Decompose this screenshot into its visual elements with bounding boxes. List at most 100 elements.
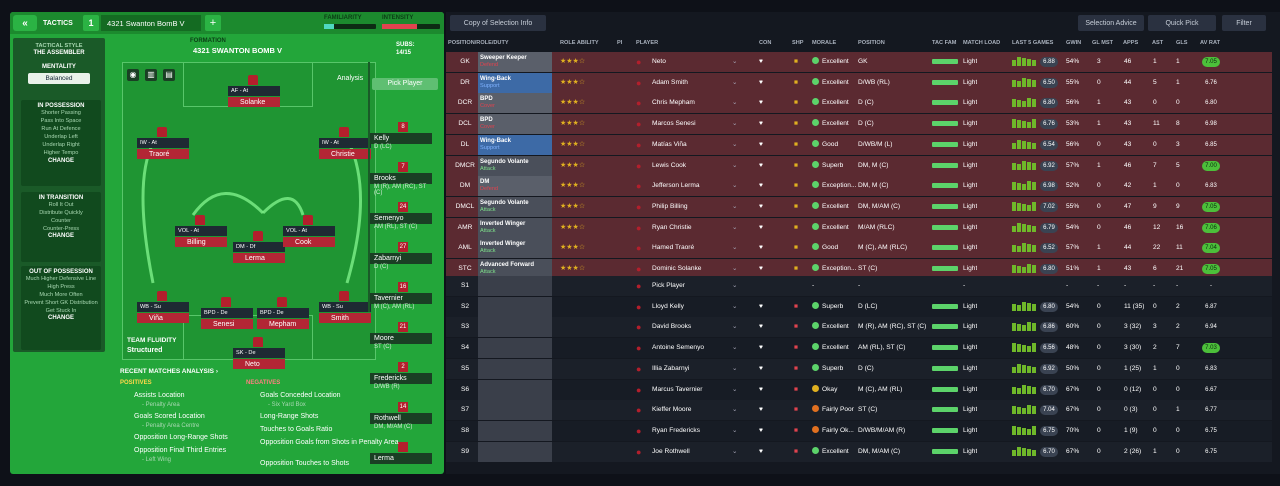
pitch-player-name[interactable]: Viña (137, 313, 189, 323)
table-row[interactable]: S5 ● Illia Zabarnyi ⌄ ♥ ■ Superb D (C) Light 6.92… (446, 358, 1272, 379)
column-header[interactable]: CON (759, 40, 772, 46)
instructions-view-icon[interactable]: ▤ (163, 69, 175, 81)
role-select[interactable]: Advanced Forward Attack (478, 259, 552, 279)
table-row[interactable]: S8 ● Ryan Fredericks ⌄ ♥ ■ Fairly Ok... D/WB/M/… (446, 420, 1272, 441)
out-of-possession-change-button[interactable]: CHANGE (47, 315, 74, 322)
column-header[interactable]: MATCH LOAD (963, 40, 1001, 46)
player-name[interactable]: Marcus Tavernier (652, 385, 703, 393)
tactical-style-value[interactable]: THE ASSEMBLER (33, 50, 85, 56)
pitch-player-name[interactable]: Solanke (228, 97, 280, 107)
player-name[interactable]: Chris Mepham (652, 99, 695, 107)
bench-player[interactable]: 14 Rothwell DM, M/AM (C) (370, 402, 436, 430)
bench-player[interactable]: 21 Moore ST (C) (370, 322, 436, 350)
table-row[interactable]: STC Advanced Forward Attack ★★★☆ ● Dominic So… (446, 259, 1272, 279)
tactic-select[interactable]: 4321 Swanton BomB V (101, 15, 201, 31)
pitch-player-card[interactable]: AF - At Solanke (228, 86, 280, 108)
analysis-toggle[interactable]: Analysis (337, 75, 364, 82)
column-header[interactable]: GWIN (1066, 40, 1082, 46)
pitch-player-role[interactable]: BPD - De (201, 308, 253, 318)
pitch-player-role[interactable]: IW - At (137, 138, 189, 148)
view-select[interactable]: Copy of Selection Info (450, 15, 546, 31)
column-header[interactable]: GL MST (1092, 40, 1114, 46)
bench-player-name[interactable]: Moore (370, 333, 432, 344)
player-select-chevron-icon[interactable]: ⌄ (732, 426, 738, 434)
bench-player-name[interactable]: Brooks (370, 173, 432, 184)
back-button[interactable]: « (13, 15, 37, 31)
pitch-player-card[interactable]: IW - At Christie (319, 138, 371, 160)
table-row[interactable]: S6 ● Marcus Tavernier ⌄ ♥ ■ Okay M (C), AM (RL)… (446, 379, 1272, 400)
table-row[interactable]: S1 ● Pick Player ⌄ - - - - - - - - - (446, 276, 1272, 296)
role-select[interactable]: Segundo Volante Attack (478, 196, 552, 217)
player-name[interactable]: Kieffer Moore (652, 406, 692, 414)
role-select[interactable]: Segundo Volante Attack (478, 155, 552, 176)
table-row[interactable]: DCR BPD Cover ★★★☆ ● Chris Mepham ⌄ ♥ ■ Excellent… (446, 93, 1272, 114)
pick-player-select[interactable]: Pick Player (372, 78, 438, 90)
bench-player[interactable]: 2 Fredericks D/WB (R) (370, 362, 436, 390)
selection-advice-button[interactable]: Selection Advice (1078, 15, 1144, 31)
pitch-player-name[interactable]: Smith (319, 313, 371, 323)
player-select-chevron-icon[interactable]: ⌄ (732, 120, 738, 128)
pitch-player-name[interactable]: Billing (175, 237, 227, 247)
column-header[interactable]: AV RAT (1200, 40, 1220, 46)
table-row[interactable]: AML Inverted Winger Attack ★★★☆ ● Hamed Traor… (446, 238, 1272, 259)
player-select-chevron-icon[interactable]: ⌄ (732, 78, 738, 86)
player-name[interactable]: Jefferson Lerma (652, 182, 700, 190)
role-select[interactable]: BPD Cover (478, 114, 552, 135)
table-row[interactable]: DCL BPD Cover ★★★☆ ● Marcos Senesi ⌄ ♥ ■ Excellen… (446, 114, 1272, 135)
player-select-chevron-icon[interactable]: ⌄ (732, 406, 738, 414)
pitch-player-card[interactable]: DM - Df Lerma (233, 242, 285, 264)
role-select[interactable]: DM Defend (478, 176, 552, 197)
table-row[interactable]: AMR Inverted Winger Attack ★★★☆ ● Ryan Christ… (446, 217, 1272, 238)
in-transition-change-button[interactable]: CHANGE (47, 233, 74, 240)
player-name[interactable]: Lloyd Kelly (652, 302, 684, 310)
player-select-chevron-icon[interactable]: ⌄ (732, 99, 738, 107)
pitch-player-card[interactable]: WB - Su Viña (137, 302, 189, 324)
column-header[interactable]: AST (1152, 40, 1164, 46)
pitch-player-role[interactable]: AF - At (228, 86, 280, 96)
column-header[interactable]: LAST 5 GAMES (1012, 40, 1054, 46)
player-name[interactable]: Illia Zabarnyi (652, 364, 690, 372)
player-select-chevron-icon[interactable]: ⌄ (732, 364, 738, 372)
table-row[interactable]: DM DM Defend ★★★☆ ● Jefferson Lerma ⌄ ♥ ■ Excepti… (446, 176, 1272, 197)
bench-player[interactable]: 8 Kelly D (LC) (370, 122, 436, 150)
pitch-player-card[interactable]: SK - De Neto (233, 348, 285, 370)
player-name[interactable]: Adam Smith (652, 78, 688, 86)
pitch-player-card[interactable]: IW - At Traoré (137, 138, 189, 160)
in-possession-change-button[interactable]: CHANGE (47, 157, 74, 164)
player-name[interactable]: Lewis Cook (652, 161, 687, 169)
role-select[interactable]: Inverted Winger Attack (478, 238, 552, 259)
player-name[interactable]: Joe Rothwell (652, 447, 690, 455)
player-name[interactable]: David Brooks (652, 323, 692, 331)
pitch-player-card[interactable]: BPD - De Mepham (257, 308, 309, 330)
column-header[interactable]: PI (617, 40, 623, 46)
table-row[interactable]: S2 ● Lloyd Kelly ⌄ ♥ ■ Superb D (LC) Light 6.80 54… (446, 296, 1272, 317)
pitch-player-card[interactable]: WB - Su Smith (319, 302, 371, 324)
table-row[interactable]: DMCL Segundo Volante Attack ★★★☆ ● Philip Bil… (446, 196, 1272, 217)
player-select-chevron-icon[interactable]: ⌄ (732, 282, 738, 289)
player-select-chevron-icon[interactable]: ⌄ (732, 265, 738, 272)
pitch-player-role[interactable]: BPD - De (257, 308, 309, 318)
column-header[interactable]: TAC FAM (932, 40, 957, 46)
player-name[interactable]: Marcos Senesi (652, 120, 696, 128)
table-row[interactable]: DL Wing-Back Support ★★★☆ ● Matías Viña ⌄ ♥ ■ Goo… (446, 134, 1272, 155)
pitch-player-card[interactable]: VOL - At Cook (283, 226, 335, 248)
player-name[interactable]: Philip Billing (652, 202, 688, 210)
column-header[interactable]: POSITION (858, 40, 885, 46)
column-header[interactable]: SHP (792, 40, 804, 46)
bench-scrollbar[interactable] (368, 62, 370, 312)
player-name[interactable]: Ryan Fredericks (652, 426, 701, 434)
bench-player[interactable]: 16 Tavernier M (C), AM (RL) (370, 282, 436, 310)
bench-player[interactable]: Lerma (370, 442, 436, 464)
player-select-chevron-icon[interactable]: ⌄ (732, 182, 738, 190)
pitch-player-role[interactable]: WB - Su (319, 302, 371, 312)
player-select-chevron-icon[interactable]: ⌄ (732, 344, 738, 352)
pitch-player-card[interactable]: BPD - De Senesi (201, 308, 253, 330)
pitch-view-icon[interactable]: ◉ (127, 69, 139, 81)
formation-select[interactable]: 4321 SWANTON BOMB V (193, 46, 283, 55)
role-select[interactable]: Inverted Winger Attack (478, 217, 552, 238)
filter-button[interactable]: Filter (1222, 15, 1266, 31)
player-name[interactable]: Pick Player (652, 282, 685, 289)
pitch-player-name[interactable]: Christie (319, 149, 371, 159)
bench-player[interactable]: 24 Semenyo AM (RL), ST (C) (370, 202, 436, 230)
bench-player-name[interactable]: Tavernier (370, 293, 432, 304)
